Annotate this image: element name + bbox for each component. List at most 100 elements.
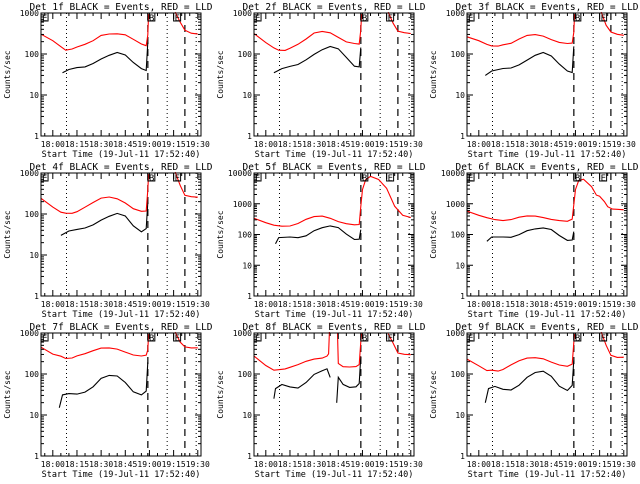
marker-label: E [388,334,393,344]
x-tick-label: 18:15 [65,300,89,309]
y-tick-label: 1000 [233,9,252,18]
marker-label: E [468,174,473,184]
x-tick-label: 19:15 [162,300,186,309]
y-tick-label: 1000 [446,9,465,18]
x-tick-label: 19:00 [350,300,374,309]
x-axis-label: Start Time (19-Jul-11 17:52:40) [255,310,414,320]
y-tick-label: 100 [238,50,253,59]
series-line-lld-tail [387,333,411,356]
y-tick-label: 10 [455,91,465,100]
series-line-events [275,225,362,245]
marker-label: B [575,14,580,24]
chart-title: Det 7f BLACK = Events, RED = LLD [29,322,212,333]
x-axis-label: Start Time (19-Jul-11 17:52:40) [42,310,201,320]
x-tick-label: 19:15 [588,460,612,469]
y-axis-label: Counts/sec [216,370,225,418]
x-axis-label: Start Time (19-Jul-11 17:52:40) [255,470,414,480]
marker-label: B [149,174,154,184]
series-line-lld [466,178,624,222]
series-line-lld [466,334,576,372]
x-tick-label: 18:00 [467,140,491,149]
series-line-lld [253,331,330,371]
x-axis-label: Start Time (19-Jul-11 17:52:40) [42,470,201,480]
x-tick-label: 19:15 [162,460,186,469]
x-tick-label: 18:15 [278,140,302,149]
y-tick-label: 100 [238,370,253,379]
y-tick-label: 100 [451,370,466,379]
marker-label: E [388,174,393,184]
x-axis-label: Start Time (19-Jul-11 17:52:40) [255,150,414,160]
y-tick-label: 100 [25,210,40,219]
marker-label: E [42,14,47,24]
y-tick-label: 10 [242,91,252,100]
marker-label: E [42,174,47,184]
x-tick-label: 18:45 [113,460,137,469]
x-tick-label: 18:00 [41,460,65,469]
y-tick-label: 1 [34,132,39,141]
y-tick-label: 1000 [20,329,39,338]
x-tick-label: 19:30 [399,300,423,309]
chart-title: Det 6f BLACK = Events, RED = LLD [455,162,638,173]
x-tick-label: 19:00 [563,300,587,309]
x-tick-label: 19:00 [350,140,374,149]
x-tick-label: 18:30 [302,460,326,469]
x-tick-label: 18:00 [467,460,491,469]
y-tick-label: 100 [25,50,40,59]
x-tick-label: 18:30 [302,300,326,309]
chart-title: Det 1f BLACK = Events, RED = LLD [29,2,212,13]
x-tick-label: 19:30 [399,140,423,149]
y-tick-label: 10 [29,91,39,100]
x-tick-label: 19:15 [375,140,399,149]
chart-title: Det 2f BLACK = Events, RED = LLD [242,2,425,13]
x-tick-label: 19:30 [186,140,210,149]
x-tick-label: 18:45 [113,140,137,149]
x-tick-label: 19:15 [588,300,612,309]
marker-label: B [149,14,154,24]
x-tick-label: 18:45 [326,300,350,309]
marker-label: B [149,334,154,344]
x-tick-label: 19:15 [375,300,399,309]
series-line-lld-2 [336,332,363,368]
x-tick-label: 18:30 [515,300,539,309]
y-axis-label: Counts/sec [429,210,438,258]
series-line-events [486,227,575,242]
y-axis-label: Counts/sec [429,50,438,98]
plot-frame [466,12,628,137]
x-axis-label: Start Time (19-Jul-11 17:52:40) [468,310,627,320]
x-tick-label: 18:30 [89,300,113,309]
x-tick-label: 18:00 [41,140,65,149]
x-tick-label: 19:15 [375,460,399,469]
x-axis-label: Start Time (19-Jul-11 17:52:40) [468,470,627,480]
plot-frame [253,332,415,457]
series-line-lld-tail [174,11,198,35]
marker-label: B [362,174,367,184]
marker-label: E [175,174,180,184]
x-tick-label: 18:45 [326,140,350,149]
x-axis-label: Start Time (19-Jul-11 17:52:40) [468,150,627,160]
y-tick-label: 10 [29,411,39,420]
marker-label: E [388,14,393,24]
series-line-lld [466,14,576,47]
y-tick-label: 10 [455,261,465,270]
marker-label: E [42,334,47,344]
x-tick-label: 18:45 [539,300,563,309]
chart-title: Det 9f BLACK = Events, RED = LLD [455,322,638,333]
x-tick-label: 19:30 [399,460,423,469]
series-line-lld-tail [174,331,198,349]
series-line-events [62,42,149,74]
y-tick-label: 1000 [20,9,39,18]
y-tick-label: 100 [25,370,40,379]
marker-label: B [362,14,367,24]
marker-label: E [468,14,473,24]
x-tick-label: 18:30 [515,460,539,469]
y-tick-label: 1 [247,292,252,301]
marker-label: E [601,174,606,184]
